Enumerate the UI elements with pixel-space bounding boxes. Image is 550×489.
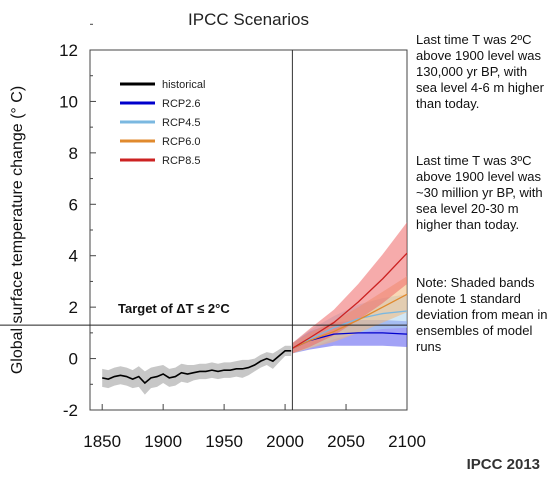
legend-label: RCP6.0 [162, 136, 201, 148]
series-lines [102, 252, 408, 385]
x-tick-label: 1900 [144, 432, 182, 451]
legend-label: historical [162, 79, 205, 91]
y-tick-label: 2 [69, 298, 78, 317]
x-tick-label: 1950 [205, 432, 243, 451]
y-tick-label: 10 [59, 92, 78, 111]
legend-label: RCP8.5 [162, 155, 201, 167]
legend: historical RCP2.6 RCP4.5 RCP6.0 RCP8.5 [120, 79, 205, 167]
line-historical [102, 350, 292, 385]
x-tick-label: 2000 [266, 432, 304, 451]
y-tick-label: 12 [59, 41, 78, 60]
y-tick-label: 6 [69, 195, 78, 214]
line-rcp85 [292, 252, 408, 349]
x-tick-label: 1850 [83, 432, 121, 451]
note-shaded-bands: Note: Shaded bands denote 1 standard dev… [416, 275, 548, 354]
source-credit: IPCC 2013 [466, 456, 540, 473]
chart-title: IPCC Scenarios [188, 10, 309, 29]
y-tick-label: 8 [69, 144, 78, 163]
legend-label: RCP4.5 [162, 117, 201, 129]
legend-label: RCP2.6 [162, 98, 201, 110]
note-3c-history: Last time T was 3ºC above 1900 level was… [416, 153, 543, 232]
x-tick-label: 2050 [327, 432, 365, 451]
y-axis-label: Global surface temperature change (° C) [9, 86, 26, 374]
y-tick-label: -2 [63, 401, 78, 420]
x-tick-label: 2100 [388, 432, 426, 451]
band-historical [102, 345, 292, 395]
y-tick-label: 0 [69, 350, 78, 369]
band-rcp85 [292, 222, 407, 354]
y-tick-label: 4 [69, 247, 78, 266]
axes: Target of ΔT ≤ 2°C -2 0 2 4 6 8 10 12 1850 1900 195… [0, 23, 426, 451]
line-rcp60 [292, 293, 408, 349]
line-rcp45 [292, 310, 408, 349]
note-2c-history: Last time T was 2ºC above 1900 level was… [416, 32, 544, 111]
target-label: Target of ΔT ≤ 2°C [118, 301, 230, 316]
